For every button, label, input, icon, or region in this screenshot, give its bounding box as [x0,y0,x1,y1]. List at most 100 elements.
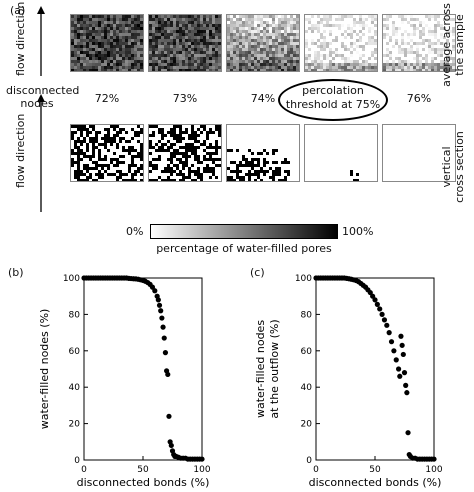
texture-cell [74,36,77,39]
data-point [398,333,404,339]
texture-cell [266,24,269,27]
pore-cell [134,173,137,176]
texture-cell [227,51,230,54]
texture-cell [407,51,410,54]
texture-cell [215,60,218,63]
pore-cell [239,161,242,164]
texture-cell [368,57,371,60]
texture-cell [194,36,197,39]
texture-cell [110,24,113,27]
texture-cell [395,27,398,30]
texture-cell [440,60,443,63]
texture-cell [194,42,197,45]
pore-cell [113,134,116,137]
texture-cell [287,51,290,54]
pore-cell [116,125,119,128]
vertical-cross-section-label: vertical cross section [440,131,466,203]
texture-cell [293,45,296,48]
pore-cell [248,164,251,167]
texture-cell [443,48,446,51]
pore-cell [107,131,110,134]
pore-cell [113,164,116,167]
colorbar [150,224,338,239]
texture-cell [410,15,413,18]
pore-cell [239,170,242,173]
texture-cell [176,39,179,42]
texture-cell [428,30,431,33]
texture-cell [113,69,116,71]
texture-cell [311,42,314,45]
texture-cell [347,27,350,30]
pore-cell [95,131,98,134]
texture-cell [281,33,284,36]
texture-cell [179,57,182,60]
pore-cell [113,128,116,131]
texture-cell [107,27,110,30]
pore-cell [194,179,197,181]
texture-cell [392,45,395,48]
texture-cell [218,66,221,69]
texture-cell [281,39,284,42]
texture-cell [170,66,173,69]
texture-cell [158,60,161,63]
texture-cell [323,36,326,39]
texture-cell [263,36,266,39]
texture-cell [173,36,176,39]
texture-cell [140,27,143,30]
texture-cell [155,66,158,69]
pore-cell [122,179,125,181]
pore-cell [278,173,281,176]
pore-cell [212,158,215,161]
texture-cell [314,51,317,54]
texture-cell [440,33,443,36]
texture-cell [257,24,260,27]
texture-cell [77,63,80,66]
texture-cell [215,15,218,18]
texture-cell [389,57,392,60]
texture-cell [404,18,407,21]
texture-cell [254,66,257,69]
texture-cell [257,48,260,51]
pore-cell [80,179,83,181]
texture-cell [203,15,206,18]
texture-cell [356,69,359,71]
texture-cell [278,60,281,63]
texture-cell [422,42,425,45]
texture-cell [260,51,263,54]
texture-cell [209,69,212,71]
pore-cell [113,152,116,155]
texture-cell [107,57,110,60]
texture-cell [212,69,215,71]
texture-cell [431,42,434,45]
texture-cell [134,24,137,27]
texture-cell [167,48,170,51]
texture-cell [98,57,101,60]
texture-cell [113,45,116,48]
texture-cell [110,63,113,66]
texture-cell [149,57,152,60]
data-point [405,430,411,436]
texture-cell [428,51,431,54]
pore-cell [101,158,104,161]
texture-cell [416,60,419,63]
texture-cell [245,39,248,42]
texture-cell [287,63,290,66]
texture-cell [182,21,185,24]
texture-cell [161,60,164,63]
texture-cell [260,42,263,45]
pore-cell [92,155,95,158]
texture-cell [203,33,206,36]
texture-cell [137,42,140,45]
texture-cell [185,21,188,24]
pore-cell [188,155,191,158]
texture-cell [332,60,335,63]
texture-cell [275,30,278,33]
texture-cell [416,42,419,45]
texture-cell [140,54,143,57]
texture-cell [215,48,218,51]
texture-cell [152,57,155,60]
texture-cell [77,27,80,30]
texture-cell [290,63,293,66]
texture-cell [320,48,323,51]
pore-cell [83,152,86,155]
